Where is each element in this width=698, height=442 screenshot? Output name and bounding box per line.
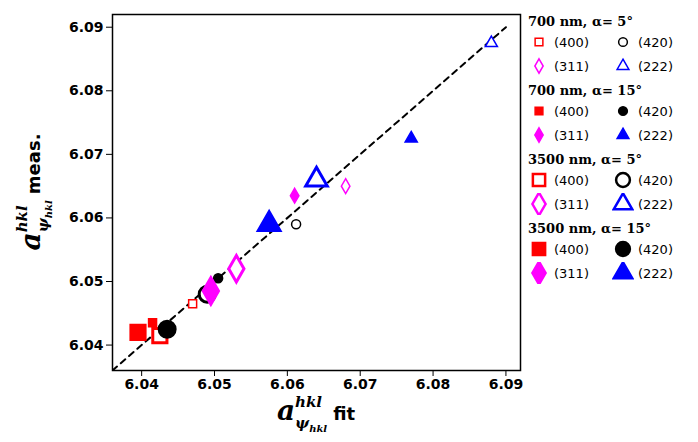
svg-text:6.05: 6.05: [197, 376, 232, 392]
html-text:(311): (311): [554, 265, 589, 281]
html-text:(311): (311): [554, 196, 589, 212]
svg-text:6.07: 6.07: [69, 146, 104, 162]
html-text:(420): (420): [638, 172, 673, 188]
html-text:3500 nm, α= 15°: 3500 nm, α= 15°: [528, 221, 651, 236]
svg-text:6.08: 6.08: [69, 82, 104, 98]
html-text:(311): (311): [554, 127, 589, 143]
html-text:(311): (311): [554, 58, 589, 74]
html-text:(400): (400): [554, 34, 589, 50]
html-text:(420): (420): [638, 34, 673, 50]
html-text:700 nm, α= 15°: 700 nm, α= 15°: [528, 83, 642, 98]
svg-text:6.07: 6.07: [343, 376, 378, 392]
html-text:(420): (420): [638, 241, 673, 257]
svg-text:6.05: 6.05: [69, 273, 104, 289]
svg-text:6.04: 6.04: [69, 337, 104, 353]
svg-text:6.08: 6.08: [416, 376, 451, 392]
html-text:(222): (222): [638, 127, 673, 143]
svg-text:ahklψhklfit: ahklψhklfit: [277, 393, 356, 434]
html-text:700 nm, α= 5°: 700 nm, α= 5°: [528, 14, 633, 29]
html-text:3500 nm, α= 5°: 3500 nm, α= 5°: [528, 152, 642, 167]
html-text:(400): (400): [554, 172, 589, 188]
html-text:(222): (222): [638, 58, 673, 74]
svg-text:6.06: 6.06: [69, 209, 104, 225]
svg-text:ahklψhklmeas.: ahklψhklmeas.: [13, 134, 54, 251]
html-text:(400): (400): [554, 103, 589, 119]
svg-text:6.09: 6.09: [489, 376, 524, 392]
svg-text:6.09: 6.09: [69, 19, 104, 35]
svg-text:6.04: 6.04: [124, 376, 159, 392]
html-text:(222): (222): [638, 265, 673, 281]
svg-text:6.06: 6.06: [270, 376, 305, 392]
html-text:(400): (400): [554, 241, 589, 257]
html-text:(222): (222): [638, 196, 673, 212]
html-text:(420): (420): [638, 103, 673, 119]
